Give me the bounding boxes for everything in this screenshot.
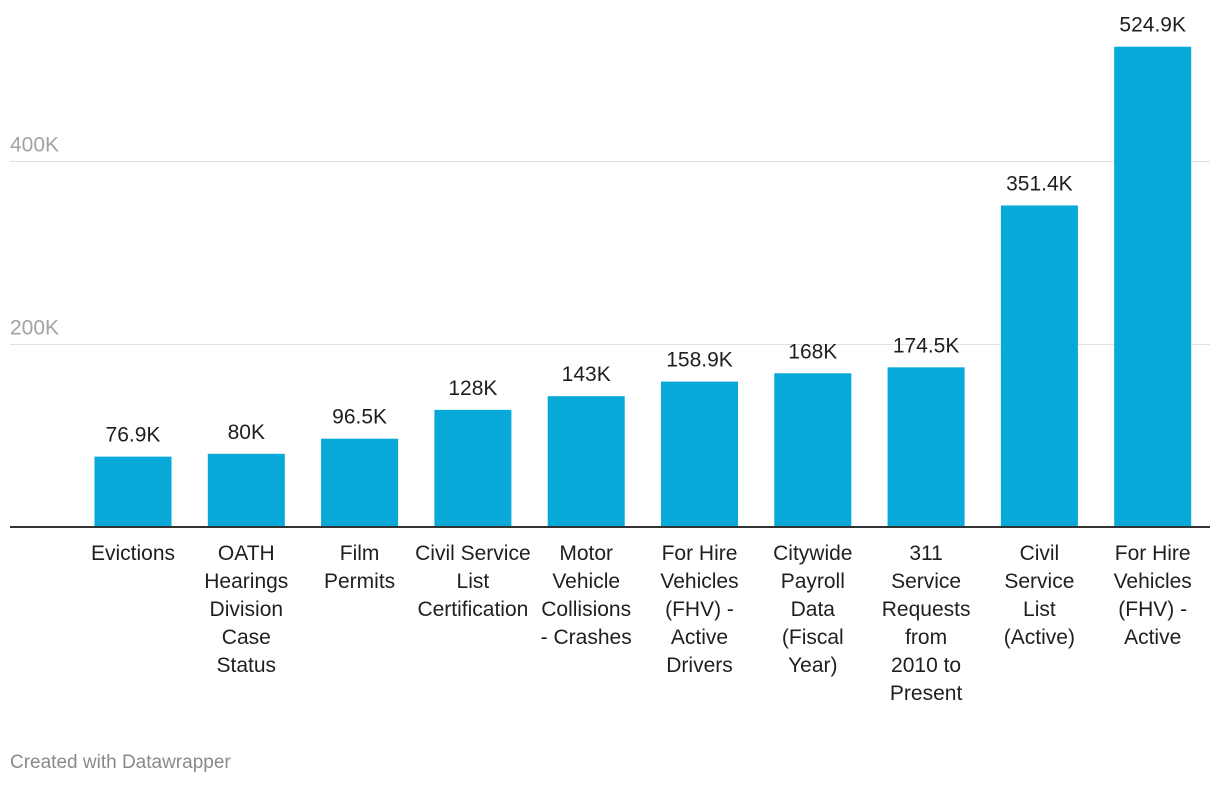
value-label: 80K bbox=[228, 421, 265, 444]
bar bbox=[887, 367, 965, 527]
bar bbox=[94, 456, 172, 527]
value-label: 174.5K bbox=[893, 334, 960, 357]
value-label: 76.9K bbox=[106, 424, 161, 447]
credit-text: Created with Datawrapper bbox=[10, 752, 231, 773]
value-labels: 76.9K 80K 96.5K 128K 143K 158.9K 168K 174.5K 351… bbox=[106, 14, 1186, 447]
category-label: Civil Service List (Active) bbox=[1004, 542, 1075, 649]
value-label: 128K bbox=[448, 377, 497, 400]
y-tick-label: 400K bbox=[10, 134, 59, 157]
category-label: Civil Service List Certification bbox=[415, 542, 531, 621]
category-label: OATH Hearings Division Case Status bbox=[204, 542, 288, 677]
category-label: For Hire Vehicles (FHV) -Active bbox=[1114, 542, 1192, 649]
bar bbox=[1000, 205, 1078, 527]
value-label: 158.9K bbox=[666, 349, 733, 372]
bar bbox=[661, 381, 738, 527]
bar bbox=[774, 373, 852, 527]
category-label: Citywide Payroll Data (Fiscal Year) bbox=[773, 542, 852, 677]
bar bbox=[1114, 46, 1192, 528]
category-label: For Hire Vehicles (FHV) -Active Drivers bbox=[660, 542, 738, 677]
category-label: Film Permits bbox=[324, 542, 395, 593]
bar bbox=[207, 453, 285, 527]
y-tick-label: 200K bbox=[10, 317, 59, 340]
category-labels: Evictions OATH Hearings Division Case Status F… bbox=[91, 542, 1192, 705]
category-label: Evictions bbox=[91, 542, 175, 565]
bar bbox=[321, 438, 399, 527]
value-label: 143K bbox=[562, 363, 611, 386]
value-label: 524.9K bbox=[1119, 14, 1186, 37]
value-label: 168K bbox=[788, 340, 837, 363]
bar bbox=[547, 396, 625, 527]
bar bbox=[434, 409, 512, 527]
value-label: 351.4K bbox=[1006, 172, 1073, 195]
bars bbox=[94, 46, 1192, 528]
category-label: 311 Service Requests from 2010 to Present bbox=[882, 542, 971, 705]
value-label: 96.5K bbox=[332, 406, 387, 429]
category-label: Motor Vehicle Collisions - Crashes bbox=[541, 542, 632, 649]
